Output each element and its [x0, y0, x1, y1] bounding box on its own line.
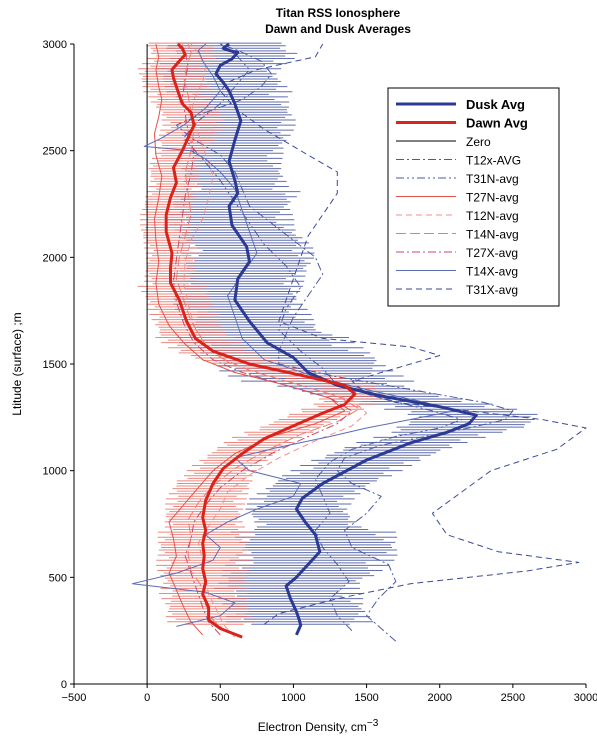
chart-title: Titan RSS Ionosphere	[276, 6, 401, 20]
x-tick-label: 2500	[501, 692, 525, 704]
series-t27x-avg	[173, 43, 353, 636]
legend-label: Zero	[466, 135, 491, 149]
chart-subtitle: Dawn and Dusk Averages	[265, 22, 411, 36]
series-t31x-avg	[219, 43, 587, 625]
x-tick-label: 1500	[354, 692, 378, 704]
legend-label: T27N-avg	[466, 191, 519, 205]
y-tick-label: 500	[49, 572, 67, 584]
y-ticks: 0 500 1000 1500 2000 2500 3000	[43, 39, 74, 691]
legend-label: T27X-avg	[466, 246, 518, 260]
series-t12x-avg	[175, 43, 514, 642]
y-tick-label: 2500	[43, 146, 67, 158]
legend-label: T12N-avg	[466, 209, 519, 223]
y-tick-label: 2000	[43, 252, 67, 264]
legend-label: Dusk Avg	[466, 97, 525, 112]
legend-label: T14X-avg	[466, 265, 518, 279]
x-axis-label-superscript: −3	[367, 718, 379, 729]
axes: −500 0 500 1000 1500 2000 2500 3000 05001000150…	[43, 39, 597, 704]
x-tick-label: 0	[144, 692, 150, 704]
series-layer	[132, 42, 587, 684]
legend-label: T12x-AVG	[466, 154, 521, 168]
x-tick-label: −500	[62, 692, 87, 704]
x-axis-label-text: Electron Density, cm	[258, 720, 367, 734]
x-tick-label: 1000	[281, 692, 305, 704]
legend: Dusk Avg Dawn Avg Zero T12x-AVG T31N-avg T27N…	[387, 87, 560, 307]
series-t27n-avg	[154, 43, 346, 636]
x-ticks: −500 0 500 1000 1500 2000 2500 3000	[62, 684, 597, 704]
legend-label: T31N-avg	[466, 172, 519, 186]
y-axis-label: Ltitude (surface) ;m	[10, 312, 24, 415]
series-t31n-avg	[183, 43, 463, 632]
x-tick-label: 3000	[574, 692, 597, 704]
y-tick-label: 1000	[43, 466, 67, 478]
series-dusk-avg	[214, 42, 478, 636]
legend-label: T14N-avg	[466, 228, 519, 242]
y-tick-label: 1500	[43, 359, 67, 371]
x-tick-label: 2000	[427, 692, 451, 704]
y-tick-label: 0	[61, 679, 67, 691]
legend-label: Dawn Avg	[466, 116, 528, 131]
series-dawn-avg	[164, 42, 357, 639]
y-tick-label: 3000	[43, 39, 67, 51]
x-axis-label: Electron Density, cm−3	[258, 718, 379, 734]
legend-label: T31X-avg	[466, 283, 518, 297]
x-tick-label: 500	[211, 692, 229, 704]
